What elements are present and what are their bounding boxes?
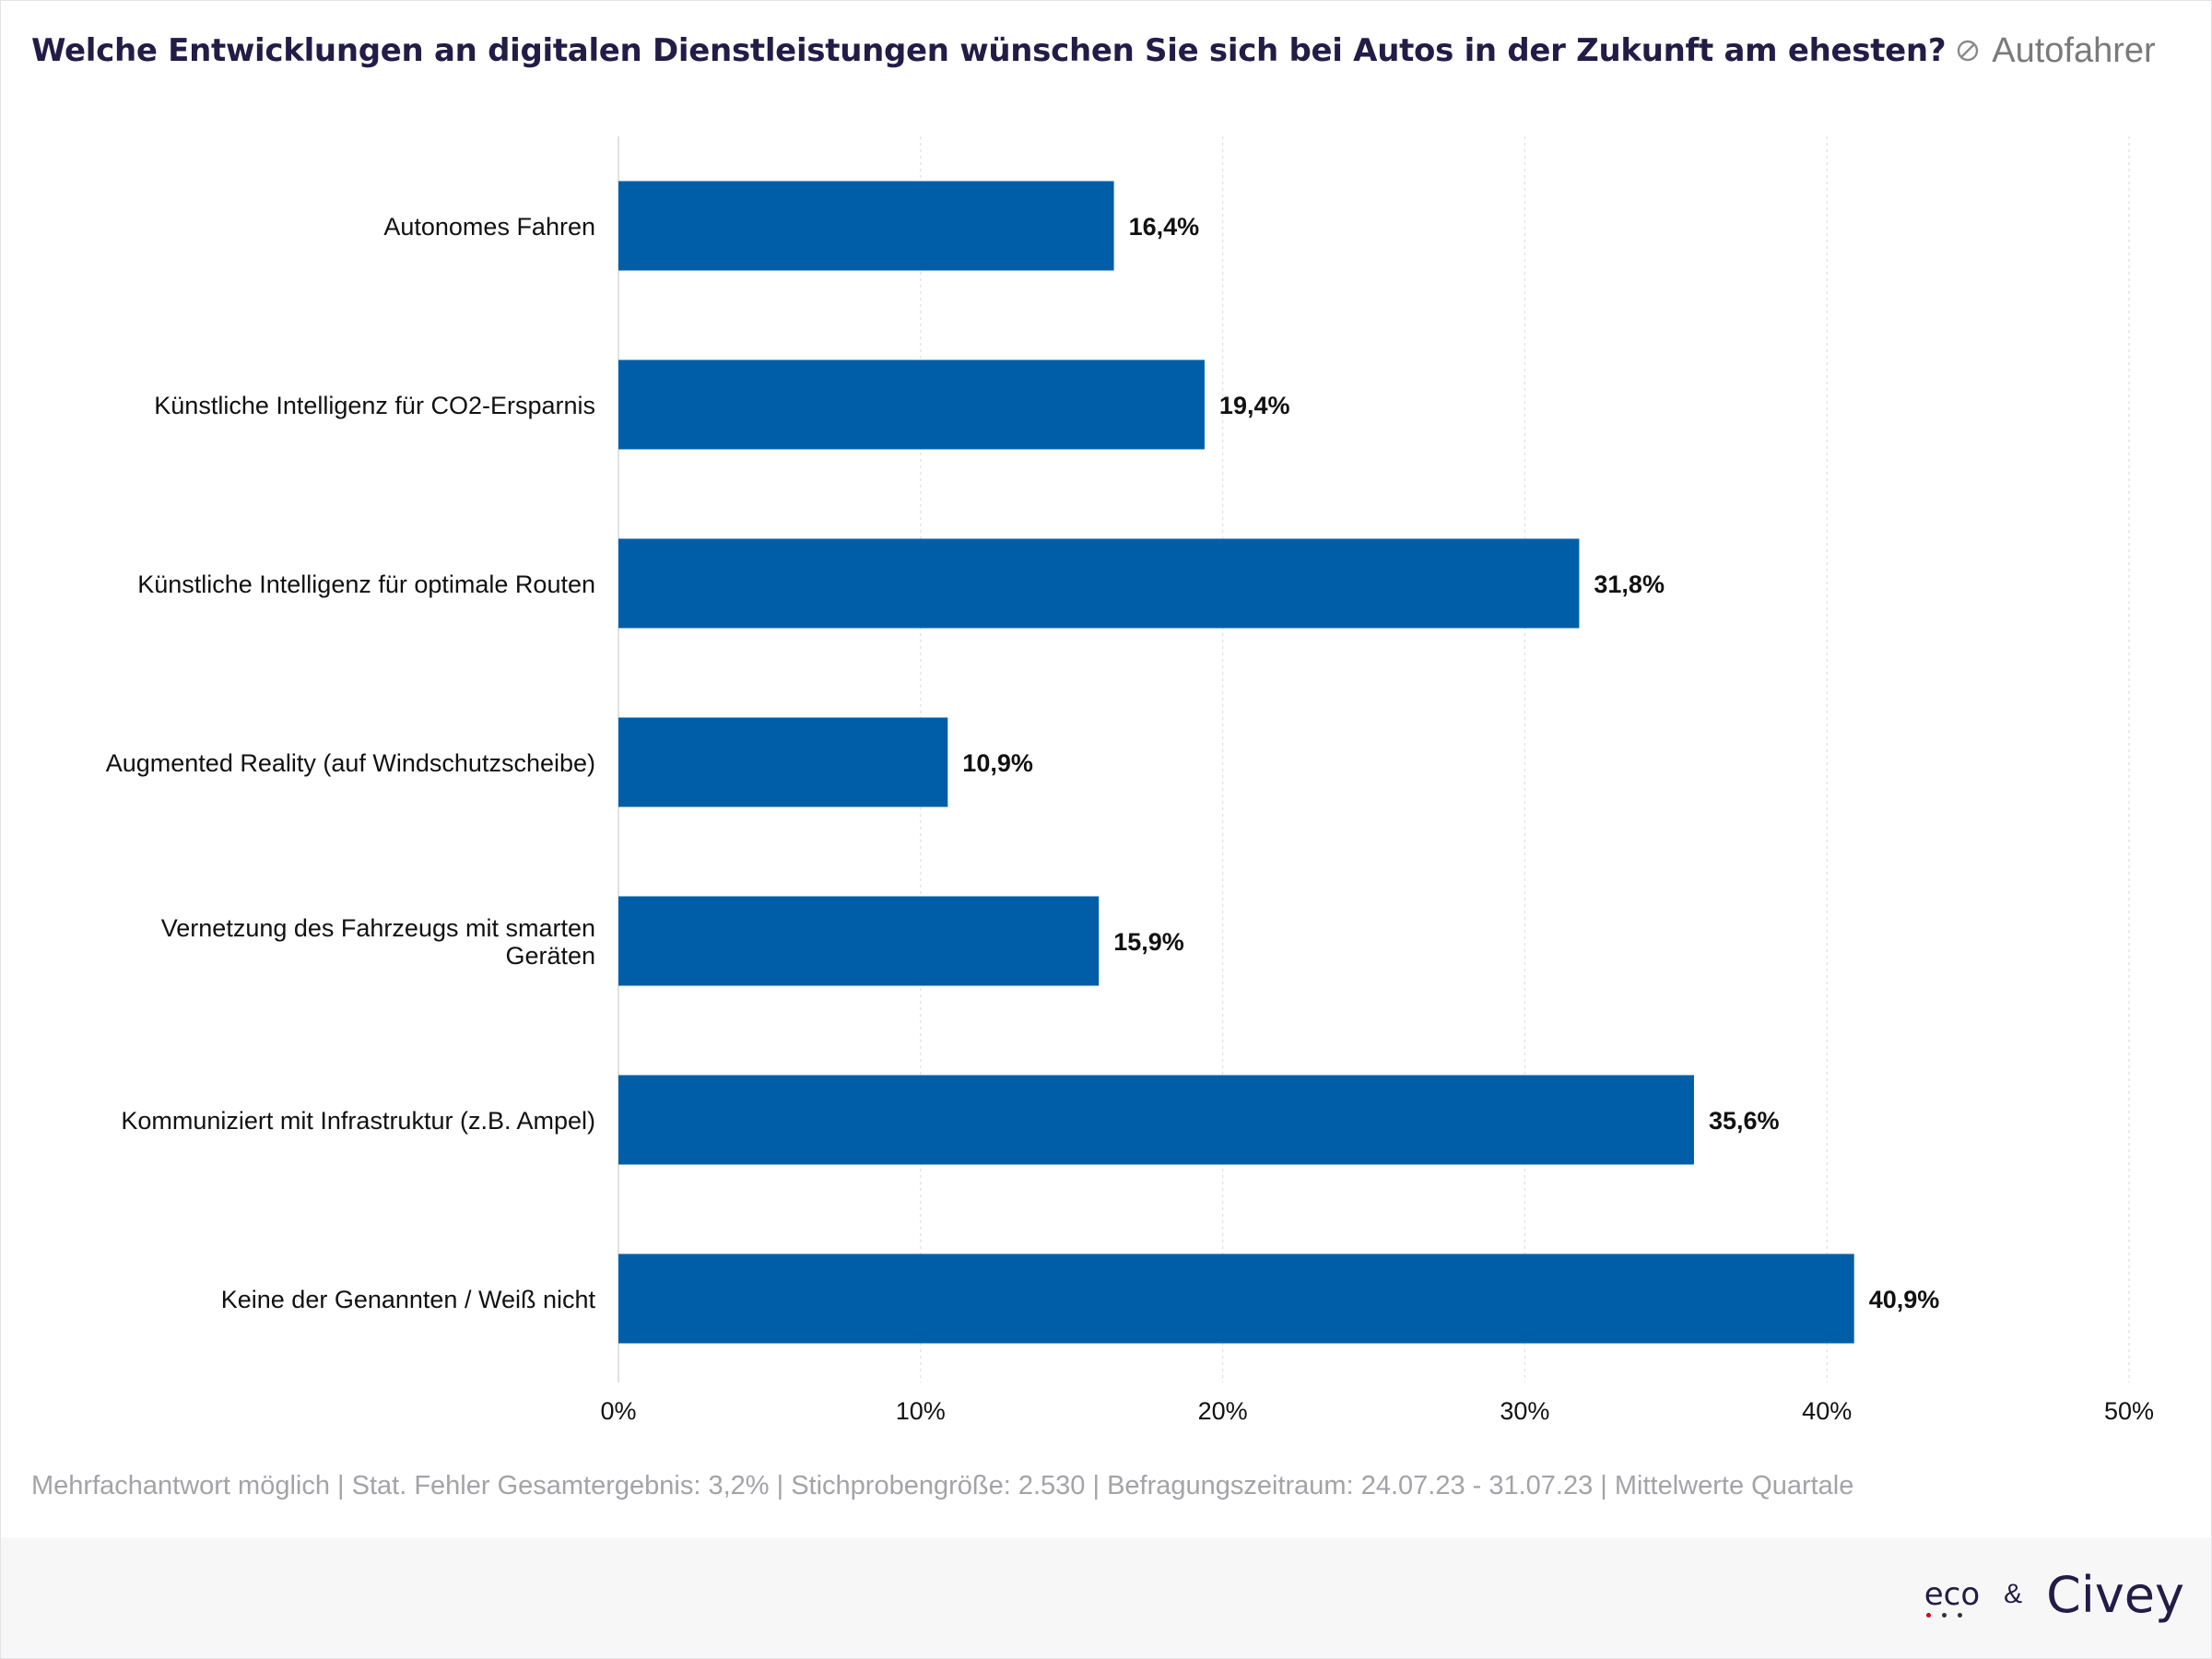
logo-separator: &: [2004, 1579, 2023, 1609]
x-tick-label: 0%: [600, 1397, 636, 1425]
category-label: Kommuniziert mit Infrastruktur (z.B. Amp…: [121, 1107, 595, 1135]
bar: [618, 359, 1205, 450]
category-label: Vernetzung des Fahrzeugs mit smarten: [161, 914, 595, 942]
category-label: Augmented Reality (auf Windschutzscheibe…: [106, 749, 595, 777]
eco-logo[interactable]: eco: [1924, 1576, 1981, 1618]
data-label: 16,4%: [1129, 213, 1200, 241]
data-label: 31,8%: [1594, 571, 1665, 598]
eco-logo-text: eco: [1924, 1576, 1981, 1613]
bar: [618, 896, 1100, 986]
bar: [618, 1075, 1694, 1165]
footer-bar: [1, 1537, 2211, 1658]
x-tick-label: 30%: [1500, 1397, 1549, 1425]
data-label: 40,9%: [1869, 1286, 1940, 1313]
data-label: 15,9%: [1113, 928, 1184, 956]
audience-filter-label[interactable]: Autofahrer: [1992, 30, 2156, 70]
data-label: 10,9%: [962, 749, 1033, 777]
x-tick-label: 40%: [1802, 1397, 1852, 1425]
bar: [618, 1253, 1854, 1344]
methodology-note: Mehrfachantwort möglich | Stat. Fehler G…: [31, 1471, 1854, 1500]
bar: [618, 717, 948, 807]
x-tick-label: 20%: [1198, 1397, 1248, 1425]
category-label: Künstliche Intelligenz für optimale Rout…: [137, 571, 595, 598]
category-label: Keine der Genannten / Weiß nicht: [221, 1286, 596, 1313]
branding: eco & Civey: [1924, 1565, 2184, 1624]
eco-logo-dots: [1925, 1613, 1962, 1618]
category-label: Autonomes Fahren: [383, 213, 595, 241]
category-label: Künstliche Intelligenz für CO2-Ersparnis: [154, 392, 595, 419]
bar: [618, 538, 1580, 629]
bar: [618, 181, 1114, 271]
data-label: 19,4%: [1219, 392, 1290, 419]
x-tick-label: 10%: [896, 1397, 946, 1425]
category-label: Geräten: [505, 942, 595, 970]
bar-chart: 0% 10% 20% 30% 40% 50% Autonomes Fahren 16,4% Kü…: [106, 136, 2154, 1425]
chart-title: Welche Entwicklungen an digitalen Dienst…: [31, 32, 1947, 69]
chart-header: Welche Entwicklungen an digitalen Dienst…: [31, 28, 2175, 74]
data-label: 35,6%: [1709, 1107, 1780, 1135]
x-tick-label: 50%: [2104, 1397, 2154, 1425]
filter-slash-icon[interactable]: [1955, 38, 1981, 64]
civey-logo[interactable]: Civey: [2046, 1565, 2184, 1624]
